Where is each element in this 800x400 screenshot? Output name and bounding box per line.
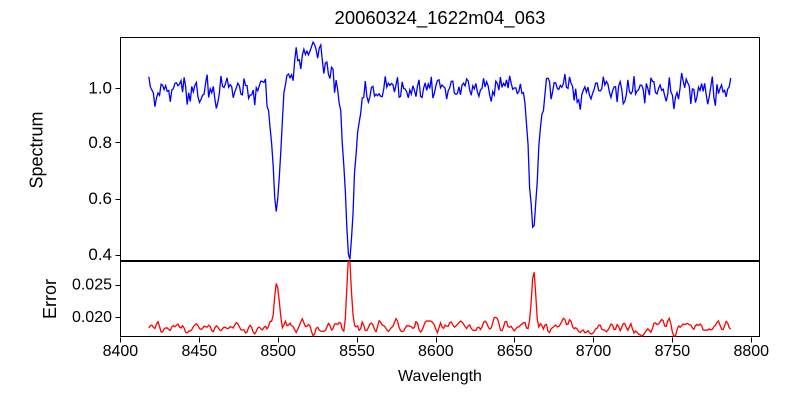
svg-text:8450: 8450	[181, 343, 217, 360]
svg-text:Wavelength: Wavelength	[398, 368, 482, 385]
svg-text:0.025: 0.025	[72, 277, 112, 294]
svg-text:0.4: 0.4	[88, 245, 112, 264]
svg-text:0.8: 0.8	[88, 133, 112, 152]
svg-text:8400: 8400	[103, 343, 139, 360]
svg-text:8600: 8600	[418, 343, 454, 360]
svg-text:1.0: 1.0	[88, 79, 112, 98]
svg-text:8750: 8750	[655, 343, 691, 360]
svg-text:0.020: 0.020	[72, 309, 112, 326]
svg-text:0.6: 0.6	[88, 189, 112, 208]
svg-text:Spectrum: Spectrum	[27, 111, 47, 188]
svg-text:8650: 8650	[497, 343, 533, 360]
svg-text:8800: 8800	[733, 343, 769, 360]
svg-text:20060324_1622m04_063: 20060324_1622m04_063	[335, 7, 546, 29]
svg-text:8500: 8500	[260, 343, 296, 360]
svg-text:8700: 8700	[576, 343, 612, 360]
svg-text:Error: Error	[40, 279, 60, 319]
svg-text:8550: 8550	[339, 343, 375, 360]
